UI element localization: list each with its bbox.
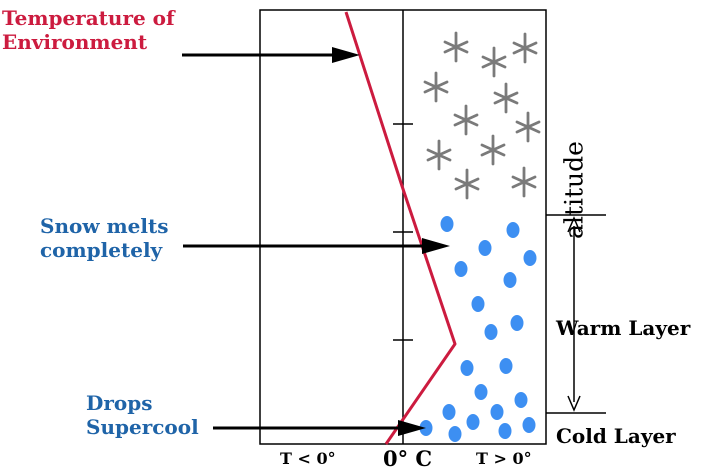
arrowhead-icon xyxy=(332,47,360,63)
raindrop xyxy=(499,358,513,374)
raindrop xyxy=(523,250,537,266)
raindrop xyxy=(506,222,520,238)
cold-layer-label: Cold Layer xyxy=(556,424,676,448)
warm-layer-label: Warm Layer xyxy=(556,316,691,340)
raindrop xyxy=(478,240,492,256)
snowflake-icon xyxy=(426,139,452,171)
snowflake-icon xyxy=(481,46,507,78)
label-line: Supercool xyxy=(86,415,199,440)
raindrop xyxy=(498,423,512,439)
drops-supercool-label: Drops Supercool xyxy=(86,391,199,440)
raindrop xyxy=(514,392,528,408)
raindrop xyxy=(510,315,524,331)
axis-label-zero: 0° C xyxy=(383,446,433,471)
label-line: Temperature of xyxy=(2,6,175,30)
raindrop xyxy=(474,384,488,400)
raindrop xyxy=(466,414,480,430)
label-line: Environment xyxy=(2,30,148,55)
warm-layer-arrowhead-up xyxy=(567,216,581,233)
raindrop xyxy=(448,426,462,442)
snowflake-icon xyxy=(443,31,469,63)
axis-label-above-zero: T > 0° xyxy=(476,449,532,468)
arrowhead-icon xyxy=(398,420,426,436)
snowflake-icon xyxy=(423,71,449,103)
label-line: Drops xyxy=(86,391,153,415)
raindrop xyxy=(522,417,536,433)
pointer-arrows xyxy=(182,47,450,436)
raindrop xyxy=(484,324,498,340)
snowflake-icon xyxy=(453,104,479,136)
snowflake-icon xyxy=(512,32,538,64)
temperature-profile-line xyxy=(344,11,457,445)
raindrop xyxy=(471,296,485,312)
snowflake-icon xyxy=(511,166,537,198)
snowflake-icon xyxy=(515,111,541,143)
snowflakes xyxy=(423,31,541,200)
temperature-of-environment-label: Temperature of Environment xyxy=(2,6,175,55)
altitude-text: altitude xyxy=(559,141,589,239)
label-line: Snow melts xyxy=(40,214,169,238)
snowflake-icon xyxy=(493,82,519,114)
raindrop xyxy=(454,261,468,277)
snowflake-icon xyxy=(480,134,506,166)
axis-label-below-zero: T < 0° xyxy=(280,449,336,468)
snow-melts-completely-label: Snow melts completely xyxy=(40,214,169,263)
raindrop xyxy=(490,404,504,420)
raindrop xyxy=(503,272,517,288)
label-line: completely xyxy=(40,238,163,263)
raindrops xyxy=(419,216,537,442)
raindrop xyxy=(442,404,456,420)
raindrop xyxy=(460,360,474,376)
arrowhead-icon xyxy=(422,238,450,254)
warm-layer-arrowhead-down xyxy=(567,395,581,412)
snowflake-icon xyxy=(454,168,480,200)
raindrop xyxy=(440,216,454,232)
